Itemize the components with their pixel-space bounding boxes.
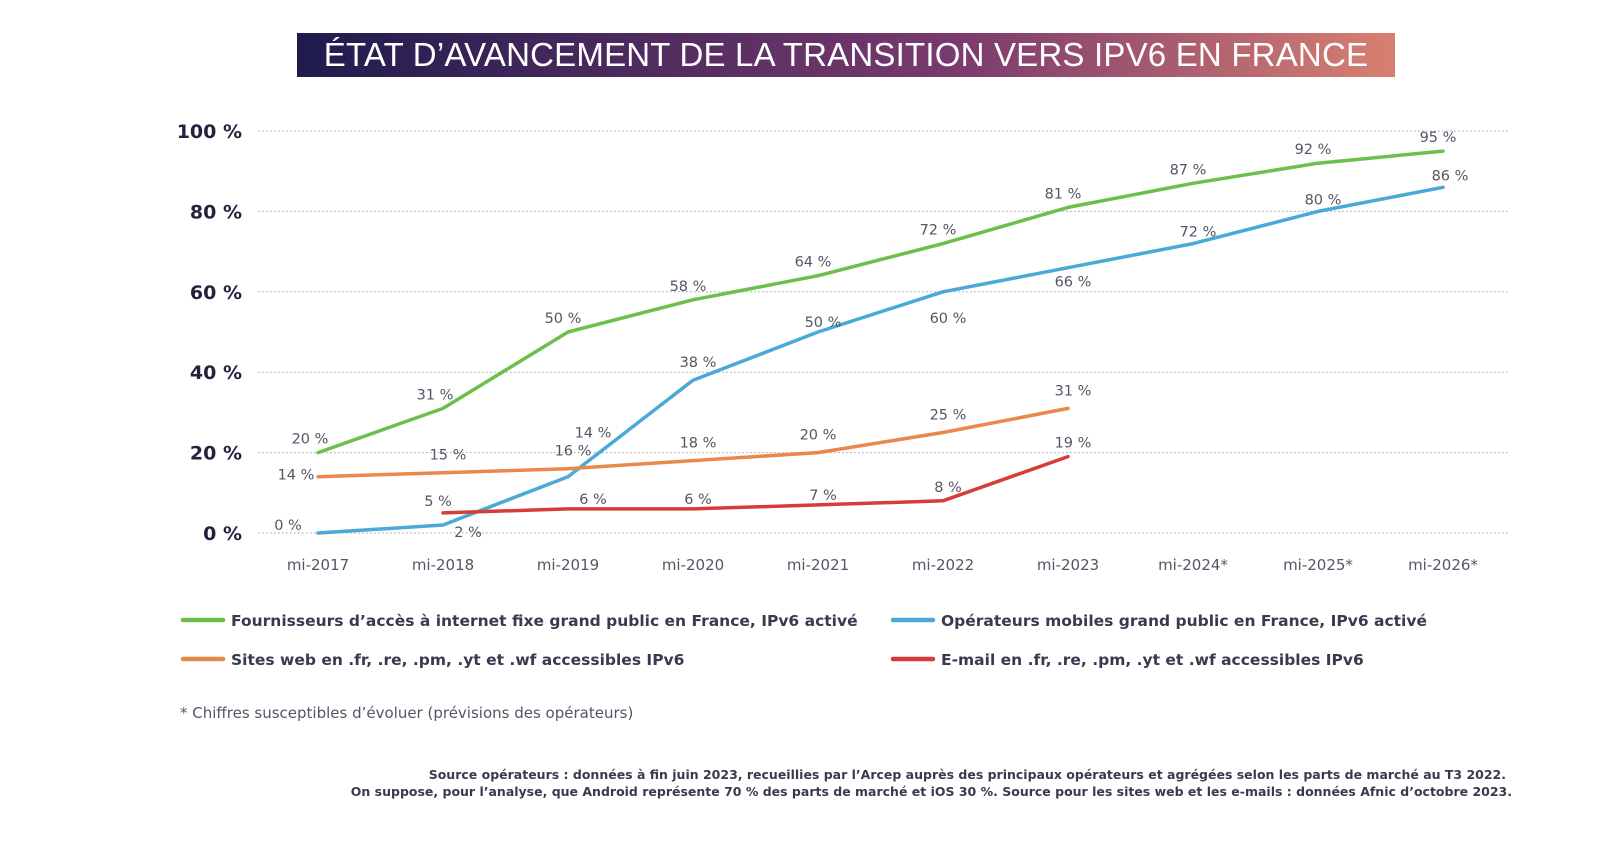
x-tick-label: mi-2025* [1283,556,1353,574]
x-tick-label: mi-2019 [537,556,599,574]
y-tick-label: 40 % [190,362,242,384]
source-line-2: On suppose, pour l’analyse, que Android … [351,784,1512,799]
data-label-mobile: 80 % [1305,192,1342,208]
data-label-web: 16 % [555,444,592,460]
legend-label: Sites web en .fr, .re, .pm, .yt et .wf a… [231,651,684,669]
x-tick-label: mi-2022 [912,556,974,574]
series-lines [316,149,1445,535]
legend-item-email: E-mail en .fr, .re, .pm, .yt et .wf acce… [890,651,1364,669]
data-label-fixed: 81 % [1045,186,1082,202]
y-tick-label: 0 % [203,523,242,545]
data-label-email: 6 % [579,492,607,508]
x-tick-label: mi-2024* [1158,556,1228,574]
y-tick-label: 20 % [190,443,242,465]
data-label-email: 5 % [424,494,452,510]
legend-item-mobile: Opérateurs mobiles grand public en Franc… [890,612,1427,630]
data-label-fixed: 20 % [292,432,329,448]
data-label-fixed: 95 % [1420,130,1457,146]
legend-label: E-mail en .fr, .re, .pm, .yt et .wf acce… [941,651,1364,669]
title-background [297,33,1395,77]
data-label-web: 20 % [800,428,837,444]
data-label-email: 6 % [684,492,712,508]
data-label-fixed: 72 % [920,223,957,239]
grid [258,130,1510,534]
data-label-email: 8 % [934,480,962,496]
data-label-email: 7 % [809,488,837,504]
data-label-fixed: 58 % [670,279,707,295]
y-axis: 0 % 20 % 40 % 60 % 80 % 100 % [177,121,242,545]
x-tick-label: mi-2018 [412,556,474,574]
series-line-fixed [316,149,1445,455]
source-line-1: Source opérateurs : données à fin juin 2… [429,767,1506,782]
y-tick-label: 80 % [190,201,242,223]
y-tick-label: 60 % [190,282,242,304]
data-label-web: 25 % [930,408,967,424]
data-label-mobile: 66 % [1055,275,1092,291]
data-label-mobile: 86 % [1432,168,1469,184]
data-label-mobile: 60 % [930,311,967,327]
legend-item-fixed: Fournisseurs d’accès à internet fixe gra… [180,612,858,630]
legend-label: Opérateurs mobiles grand public en Franc… [941,612,1427,630]
data-labels: 20 % 31 % 50 % 58 % 64 % 72 % 81 % 87 % 92 % 95 %… [274,130,1468,541]
data-label-mobile: 50 % [805,315,842,331]
legend-item-web: Sites web en .fr, .re, .pm, .yt et .wf a… [180,651,684,669]
data-label-mobile: 0 % [274,518,302,534]
data-label-mobile: 38 % [680,355,717,371]
x-tick-label: mi-2017 [287,556,349,574]
x-tick-label: mi-2020 [662,556,724,574]
data-label-fixed: 64 % [795,255,832,271]
x-tick-label: mi-2026* [1408,556,1478,574]
x-tick-label: mi-2021 [787,556,849,574]
data-label-mobile: 14 % [575,426,612,442]
data-label-mobile: 2 % [454,525,482,541]
data-label-web: 15 % [430,448,467,464]
x-axis: mi-2017 mi-2018 mi-2019 mi-2020 mi-2021 mi-20… [287,556,1479,574]
data-label-web: 31 % [1055,383,1092,399]
data-label-web: 18 % [680,436,717,452]
data-label-mobile: 72 % [1180,225,1217,241]
footnote: * Chiffres susceptibles d’évoluer (prévi… [180,704,633,722]
data-label-web: 14 % [278,468,315,484]
data-label-fixed: 92 % [1295,142,1332,158]
legend: Fournisseurs d’accès à internet fixe gra… [180,612,1427,669]
chart-title: ÉTAT D’AVANCEMENT DE LA TRANSITION VERS … [324,36,1368,73]
data-label-fixed: 50 % [545,311,582,327]
data-label-fixed: 87 % [1170,162,1207,178]
series-line-email [441,454,1070,515]
data-label-fixed: 31 % [417,387,454,403]
y-tick-label: 100 % [177,121,242,143]
series-line-mobile [316,185,1445,535]
data-label-email: 19 % [1055,436,1092,452]
legend-label: Fournisseurs d’accès à internet fixe gra… [231,612,858,630]
series-line-web [316,406,1070,479]
chart-title-banner: ÉTAT D’AVANCEMENT DE LA TRANSITION VERS … [297,33,1395,77]
x-tick-label: mi-2023 [1037,556,1099,574]
